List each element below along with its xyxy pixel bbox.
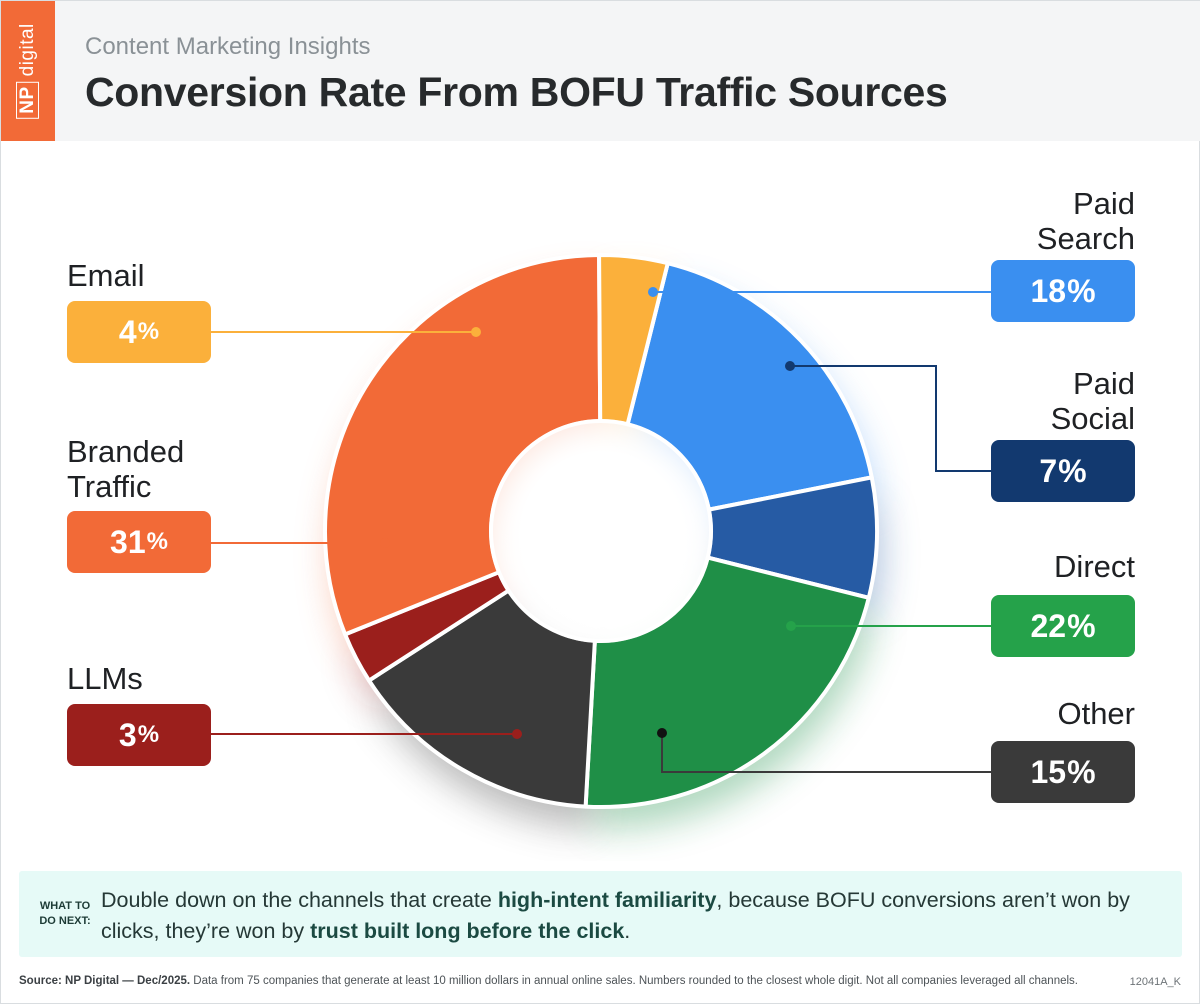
- value-number: 4: [118, 313, 137, 350]
- connector-dot-llms: [512, 729, 522, 739]
- connector-paid-social: [790, 365, 991, 472]
- label-line: Paid: [1072, 186, 1135, 221]
- callout-text: Double down on the channels that create …: [101, 888, 1130, 943]
- value-badge-other: 15%: [991, 741, 1135, 803]
- connector-dot-email: [471, 327, 481, 337]
- chart-code: 12041A_K: [1129, 976, 1181, 988]
- value-badge-branded-traffic: 31%: [67, 511, 211, 573]
- label-line: Paid: [1072, 366, 1135, 401]
- label-line: Email: [67, 258, 145, 293]
- np-digital-logo: NPdigital: [16, 23, 39, 119]
- value-number: 7: [1039, 452, 1058, 489]
- connector-dot-direct: [786, 621, 796, 631]
- label-other: Other: [1057, 696, 1135, 731]
- donut-chart-area: Paid Search 18% Paid Social 7% Direct 22% Other 1…: [1, 141, 1200, 861]
- donut-chart: [211, 253, 991, 830]
- label-paid-social: Paid Social: [1051, 366, 1135, 436]
- value-number: 31: [110, 523, 146, 560]
- donut-hole: [489, 419, 713, 643]
- value-unit: %: [1058, 452, 1087, 489]
- value-unit: %: [137, 318, 160, 345]
- value-unit: %: [146, 528, 168, 555]
- value-badge-llms: 3%: [67, 704, 211, 766]
- header: NPdigital Content Marketing Insights Con…: [1, 1, 1200, 141]
- value-badge-paid-social: 7%: [991, 440, 1135, 502]
- connector-dot-paid-search: [648, 287, 658, 297]
- value-unit: %: [1067, 753, 1096, 790]
- connector-dot-other: [657, 728, 667, 738]
- label-llms: LLMs: [67, 661, 143, 696]
- value-unit: %: [1067, 607, 1096, 644]
- connector-other: [661, 733, 991, 773]
- callout-tag: WHAT TO DO NEXT:: [39, 900, 91, 927]
- value-number: 15: [1030, 753, 1067, 790]
- label-branded-traffic: Branded Traffic: [67, 434, 184, 504]
- source-note: Source: NP Digital — Dec/2025. Data from…: [19, 975, 1078, 987]
- label-line: LLMs: [67, 661, 143, 696]
- brand-strip: NPdigital: [1, 1, 55, 141]
- connector-dot-branded-traffic: [380, 538, 390, 548]
- value-number: 3: [118, 716, 137, 753]
- value-number: 22: [1030, 607, 1067, 644]
- label-line: Search: [1036, 221, 1135, 256]
- label-line: Direct: [1054, 549, 1135, 584]
- label-direct: Direct: [1054, 549, 1135, 584]
- label-email: Email: [67, 258, 145, 293]
- what-to-do-next-callout: WHAT TO DO NEXT: Double down on the chan…: [19, 871, 1182, 957]
- value-unit: %: [137, 721, 160, 748]
- page-title: Conversion Rate From BOFU Traffic Source…: [85, 69, 948, 115]
- value-badge-email: 4%: [67, 301, 211, 363]
- page-subtitle: Content Marketing Insights: [85, 33, 371, 60]
- value-badge-paid-search: 18%: [991, 260, 1135, 322]
- label-line: Social: [1050, 401, 1135, 436]
- label-line: Branded: [67, 434, 185, 469]
- value-number: 18: [1030, 272, 1067, 309]
- value-unit: %: [1067, 272, 1096, 309]
- label-line: Other: [1057, 696, 1135, 731]
- connector-dot-paid-social: [785, 361, 795, 371]
- label-line: Traffic: [67, 469, 152, 504]
- label-paid-search: Paid Search: [1037, 186, 1135, 256]
- value-badge-direct: 22%: [991, 595, 1135, 657]
